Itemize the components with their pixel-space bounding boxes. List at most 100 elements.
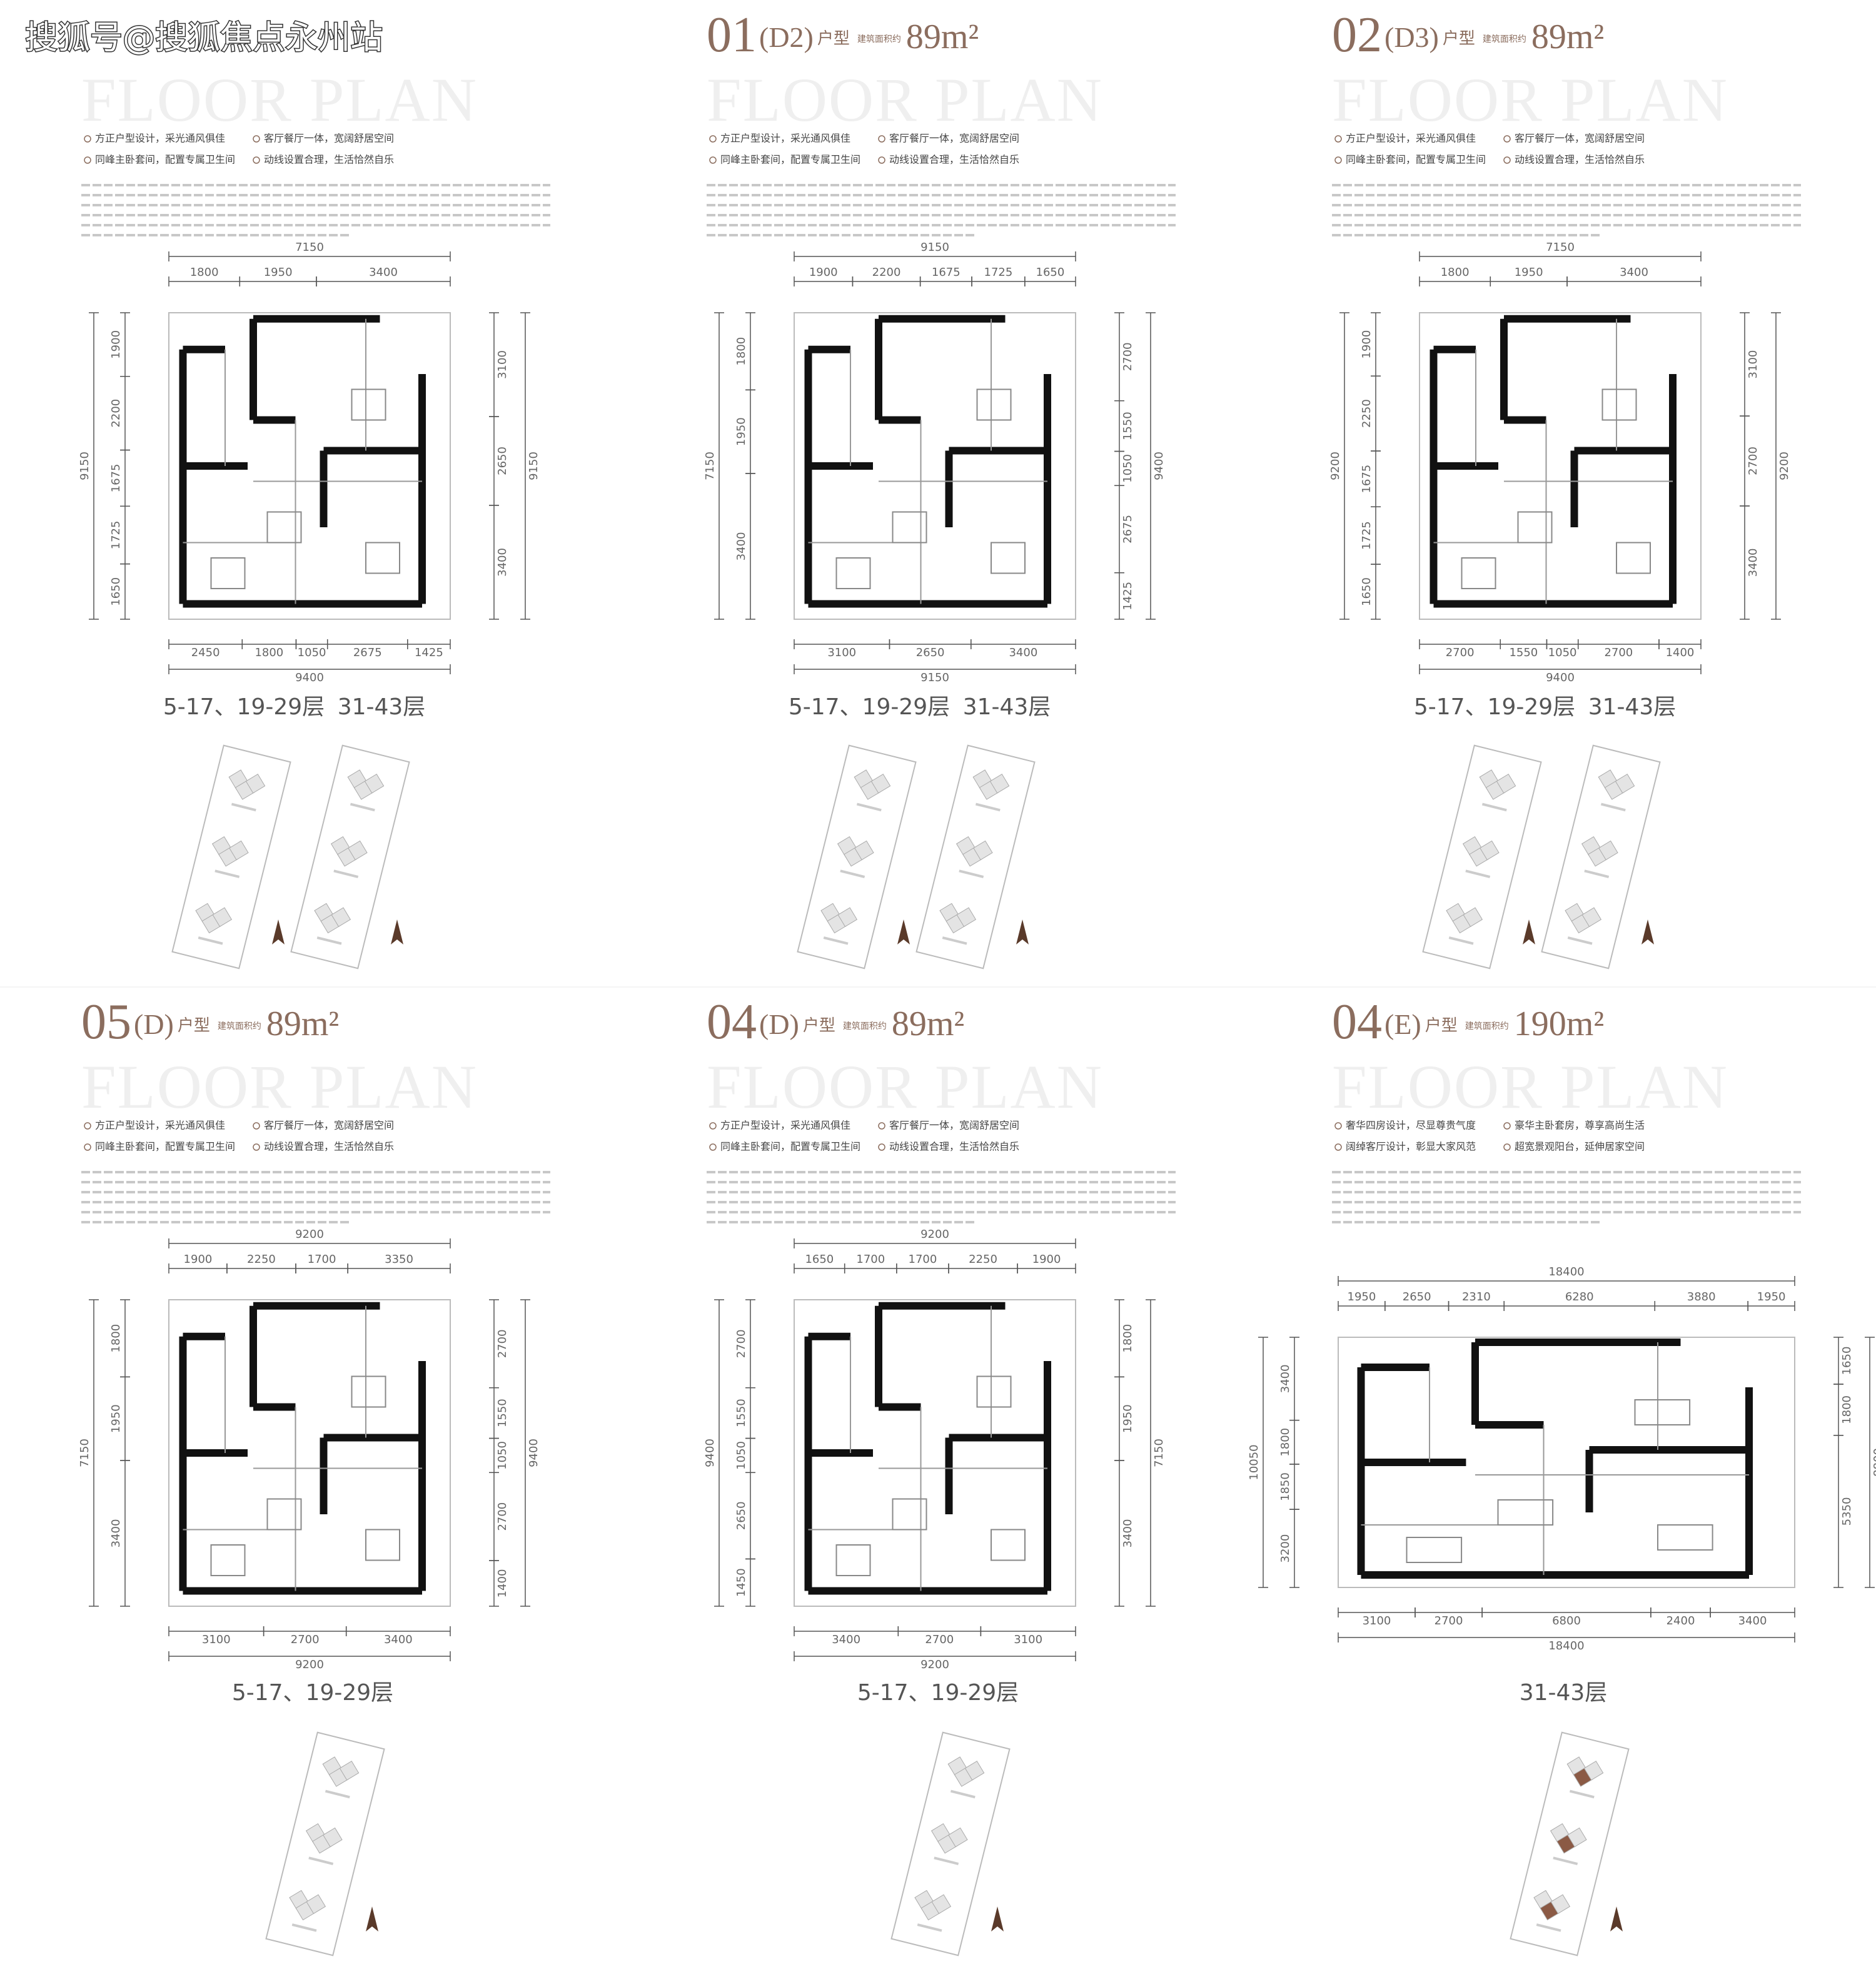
feature-bullet [709,135,717,143]
feature-bullet [1503,135,1511,143]
floor-range: 5-17、19-29层 [789,694,950,720]
furniture [210,1544,246,1576]
dimension-part: 1950 [264,266,293,279]
dimension-part: 1050 [1548,646,1577,659]
feature: 奢华四房设计，尽显尊贵气度 [1346,1120,1476,1131]
building-block [854,840,874,861]
dimension-part: 3400 [1009,646,1037,659]
furniture [1601,388,1637,421]
dimension-total: 9150 [527,452,540,480]
feature-bullet [1503,156,1511,164]
unit-area: 89m² [892,1005,964,1043]
floor-range: 31-43层 [338,694,426,720]
dimension-part: 1850 [1279,1472,1292,1501]
feature-bullet [253,156,260,164]
dimension-part: 3400 [1121,1519,1134,1548]
dimension-total: 9200 [1329,452,1342,480]
floor-range: 31-43层 [1588,694,1677,720]
unit-code: 05 [81,995,131,1050]
dimension-part: 2675 [1121,515,1134,544]
feature: 方正户型设计，采光通风俱佳 [720,1120,850,1131]
dimension-part: 3400 [369,266,398,279]
floor-plan [168,1299,451,1607]
unit-kind: 户型 [1443,29,1475,48]
dimension-total: 18400 [1548,1265,1584,1278]
feature-bullet [878,1122,885,1130]
building-caption [325,1789,350,1799]
dimension-part: 2650 [735,1501,748,1530]
area-label: 建筑面积约 [1465,1021,1509,1031]
dimension-part: 1550 [735,1399,748,1427]
north-arrow [897,919,910,944]
dimension-part: 1725 [109,521,123,550]
building-caption [350,802,375,812]
floor-plan-heading: FLOOR PLAN [81,1052,478,1121]
building-caption [959,869,984,878]
dimension-total: 7150 [704,452,717,480]
furniture [1517,511,1553,544]
dimension-total: 7150 [78,1439,91,1467]
dimension-part: 3100 [202,1633,231,1646]
building-block [973,840,993,861]
dimension-part: 1700 [909,1253,937,1266]
dimension-part: 3100 [827,646,856,659]
feature: 客厅餐厅一体，宽阔舒居空间 [264,133,394,144]
area-label: 建筑面积约 [218,1021,261,1031]
unit-title: 04(D) 户型 建筑面积约 89m² [707,995,964,1050]
key-plan [797,744,917,969]
feature: 客厅餐厅一体，宽阔舒居空间 [264,1120,394,1131]
dimension-part: 1550 [1509,646,1538,659]
building-caption [1584,869,1610,878]
feature-bullet [878,135,885,143]
feature: 客厅餐厅一体，宽阔舒居空间 [1515,133,1645,144]
dimension-part: 1650 [1036,266,1065,279]
dimension-part: 3100 [1747,350,1760,379]
building-caption [1465,869,1491,878]
floor-range: 5-17、19-29层 [232,1680,393,1706]
dimension-part: 1950 [1515,266,1543,279]
dimension-part: 1800 [109,1324,123,1353]
feature-bullet [84,156,91,164]
building-block [212,907,233,928]
furniture [210,557,246,589]
feature-bullet [84,1143,91,1151]
building-caption [231,802,256,812]
furniture [835,1544,871,1576]
building-caption [840,869,865,878]
unit-variant: (D2) [759,21,814,53]
feature-bullet [709,1122,717,1130]
building-block [306,1894,326,1915]
floor-plan [1419,312,1702,620]
feature: 同峰主卧套间，配置专属卫生间 [720,154,860,166]
dimension-part: 1400 [1666,646,1695,659]
unit-variant: (D) [134,1008,174,1040]
north-arrow [1642,919,1654,944]
dimension-part: 1550 [1121,412,1134,440]
floor-range: 5-17、19-29层 [857,1680,1019,1706]
feature: 超宽景观阳台，延伸居家空间 [1515,1141,1645,1153]
feature-bullet [253,1143,260,1151]
dimension-total: 10050 [1248,1444,1261,1480]
dimension-total: 18400 [1548,1639,1584,1653]
dimension-part: 1550 [496,1399,509,1427]
furniture [1634,1399,1691,1425]
dimension-part: 6280 [1565,1290,1594,1303]
floor-plan [794,1299,1076,1607]
north-arrow [1610,1906,1623,1931]
dimension-total: 7150 [1546,241,1575,254]
area-label: 建筑面积约 [857,34,901,44]
dimension-total: 9400 [1152,452,1166,480]
feature: 动线设置合理，生活恰然自乐 [264,154,394,166]
floor-range: 5-17、19-29层 [163,694,325,720]
building-block [948,1827,968,1848]
feature: 豪华主卧套房，尊享高尚生活 [1515,1120,1645,1131]
dimension-total: 9400 [704,1439,717,1467]
panel: 02(D3) 户型 建筑面积约 89m² FLOOR PLAN方正户型设计，采光通风俱佳… [1329,8,1801,969]
unit-kind: 户型 [803,1016,835,1035]
dimension-total: 8800 [1872,1448,1876,1477]
dimension-part: 1725 [1360,521,1373,550]
dimension-part: 3400 [1738,1614,1767,1627]
unit-area: 89m² [1531,18,1604,56]
